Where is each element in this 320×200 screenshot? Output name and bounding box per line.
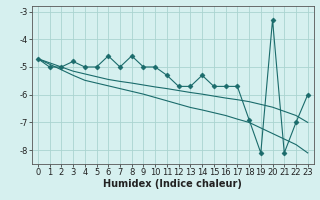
X-axis label: Humidex (Indice chaleur): Humidex (Indice chaleur) (103, 179, 242, 189)
